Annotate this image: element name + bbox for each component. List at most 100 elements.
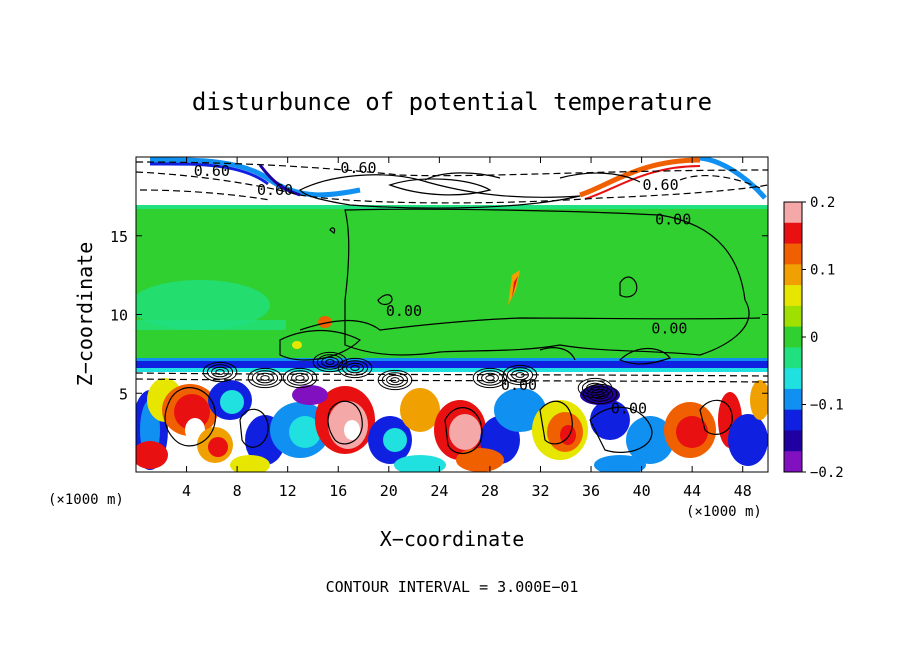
y-axis-label: Z−coordinate [73,242,97,387]
field-blob [292,385,328,405]
contour-knot [595,391,605,397]
field-blob [344,420,360,440]
contour-knot [286,370,314,386]
field-blob [750,380,768,420]
colorbar-swatch [784,368,802,390]
contour-label: 0.00 [655,211,691,229]
colorbar-tick-label: 0 [810,330,818,346]
colorbar-tick-label: 0.2 [810,195,835,211]
contour-knot [515,372,525,378]
field-blob [594,455,646,472]
contour-knot [256,372,274,384]
field-blob [230,455,270,472]
x-tick-label: 20 [380,482,398,500]
contour-knot [481,372,499,384]
contour-knot [390,377,400,383]
colorbar-swatch [784,202,802,224]
colorbar-swatch [784,264,802,286]
contour-knot [381,372,409,388]
y-tick-label: 10 [110,307,128,325]
contour-knot [511,369,529,381]
field-blob [289,416,321,448]
field-blob [728,414,768,466]
contour-label: 0.00 [386,302,422,320]
contour-knot [206,364,234,380]
contour-knot [386,374,404,386]
contour-knot [202,361,238,383]
field-blob [220,390,244,414]
colorbar-swatch [784,243,802,265]
contour-knot [582,383,618,405]
contour-knot [295,375,305,381]
field-blob [400,388,440,432]
contour-knot [260,375,270,381]
x-tick-label: 24 [430,482,448,500]
field-blob [494,388,546,432]
contour-knot [337,357,373,379]
contour-clusters [202,351,618,405]
contour-knot [321,356,339,368]
x-tick-label: 28 [481,482,499,500]
x-tick-label: 36 [582,482,600,500]
contour-label: 0.60 [194,162,230,180]
colorbar [783,201,803,473]
contour-knot [346,362,364,374]
field-blob [136,441,168,469]
contour-knot [506,367,534,383]
contour-label: 0.60 [340,159,376,177]
contour-label: 0.00 [651,319,687,337]
field-blob [590,400,630,440]
contour-knot [251,370,279,386]
contour-interval-note: CONTOUR INTERVAL = 3.000E−01 [326,578,579,596]
x-tick-label: 32 [531,482,549,500]
x-tick-label: 8 [233,482,242,500]
field-blob [383,428,407,452]
x-unit-right: (×1000 m) [686,504,762,520]
contour-knot [325,359,335,365]
x-tick-label: 40 [633,482,651,500]
contour-knot [591,388,609,400]
field-blob [208,437,228,457]
contour-label: 0.60 [642,176,678,194]
colorbar-swatch [784,409,802,431]
x-tick-label: 16 [329,482,347,500]
colorbar-swatch [784,388,802,411]
colorbar-tick-label: −0.1 [810,398,844,414]
y-tick-label: 15 [110,228,128,246]
x-tick-label: 44 [683,482,701,500]
x-unit-left: (×1000 m) [48,492,124,508]
colorbar-tick-label: −0.2 [810,465,844,481]
contour-knot [472,367,508,389]
field-blob [394,455,446,472]
contour-knot [211,366,229,378]
x-tick-label: 12 [279,482,297,500]
x-axis-label: X−coordinate [380,527,525,551]
contour-knot [350,365,360,371]
contour-lines [136,161,768,454]
field-blob [676,416,708,448]
contour-knot [502,364,538,386]
chart-title: disturbunce of potential temperature [192,88,712,116]
colorbar-swatch [784,222,802,245]
contour-knot [282,367,318,389]
contour-knot [341,360,369,376]
contour-knot [485,375,495,381]
contour-knot [247,367,283,389]
colorbar-swatch [784,347,802,369]
contour-label: 0.00 [611,400,647,418]
contour-label: 0.00 [501,376,537,394]
colorbar-tick-label: 0.1 [810,263,835,279]
contour-knot [291,372,309,384]
contour-knot [215,369,225,375]
contour-label: 0.60 [257,181,293,199]
contour-knot [586,386,614,402]
contour-knot [377,369,413,391]
y-tick-label: 5 [119,385,128,403]
heatmap-field [136,157,768,472]
contour-knot [476,370,504,386]
colorbar-swatch [784,285,802,307]
colorbar-swatch [784,326,802,348]
colorbar-swatch [784,451,802,473]
colorbar-swatch [784,305,802,328]
